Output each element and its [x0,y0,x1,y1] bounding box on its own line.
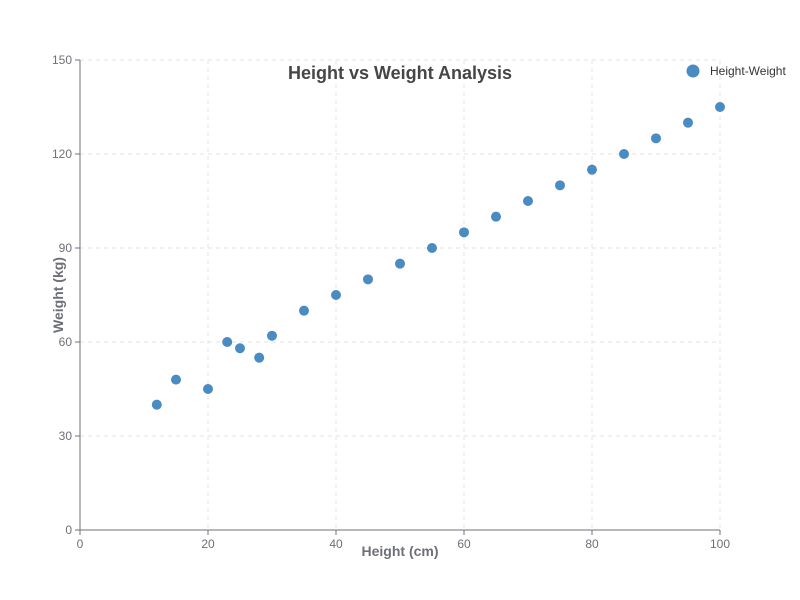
data-point[interactable] [619,149,629,159]
x-tick-label: 100 [710,537,730,551]
data-point[interactable] [267,330,277,341]
data-point[interactable] [235,343,245,354]
y-tick-label: 120 [52,147,72,161]
data-points [151,102,725,410]
data-point[interactable] [395,258,405,269]
data-point[interactable] [555,180,565,191]
y-tick-label: 30 [59,429,73,443]
data-point[interactable] [331,290,341,300]
grid [80,59,721,530]
data-point[interactable] [683,117,693,128]
data-point[interactable] [203,384,213,394]
x-tick-label: 0 [77,537,84,551]
legend-marker [686,64,700,78]
data-point[interactable] [491,211,501,222]
legend-label: Height-Weight [710,64,786,78]
data-point[interactable] [254,352,265,363]
x-tick-label: 20 [201,537,215,551]
y-axis-title: Weight (kg) [50,257,66,333]
data-point[interactable] [587,164,597,175]
data-point[interactable] [459,227,469,238]
data-point[interactable] [715,102,725,112]
data-point[interactable] [363,274,373,285]
data-point[interactable] [523,196,533,206]
data-point[interactable] [427,243,437,253]
data-point[interactable] [651,133,661,144]
legend[interactable]: Height-Weight [686,64,787,78]
y-tick-label: 0 [65,523,72,537]
data-point[interactable] [299,305,309,316]
x-axis-title: Height (cm) [362,543,439,559]
data-point[interactable] [171,374,181,385]
y-tick-label: 60 [59,335,73,349]
y-tick-label: 90 [59,241,73,255]
data-point[interactable] [151,399,162,410]
x-tick-label: 60 [457,537,471,551]
y-tick-label: 150 [52,53,72,67]
x-tick-label: 80 [585,537,599,551]
chart-title: Height vs Weight Analysis [288,63,512,83]
axes [75,59,721,535]
x-tick-label: 40 [329,537,343,551]
tick-labels: 0 20 40 60 80 100 0 30 60 90 120 150 [52,53,730,551]
data-point[interactable] [222,337,233,347]
